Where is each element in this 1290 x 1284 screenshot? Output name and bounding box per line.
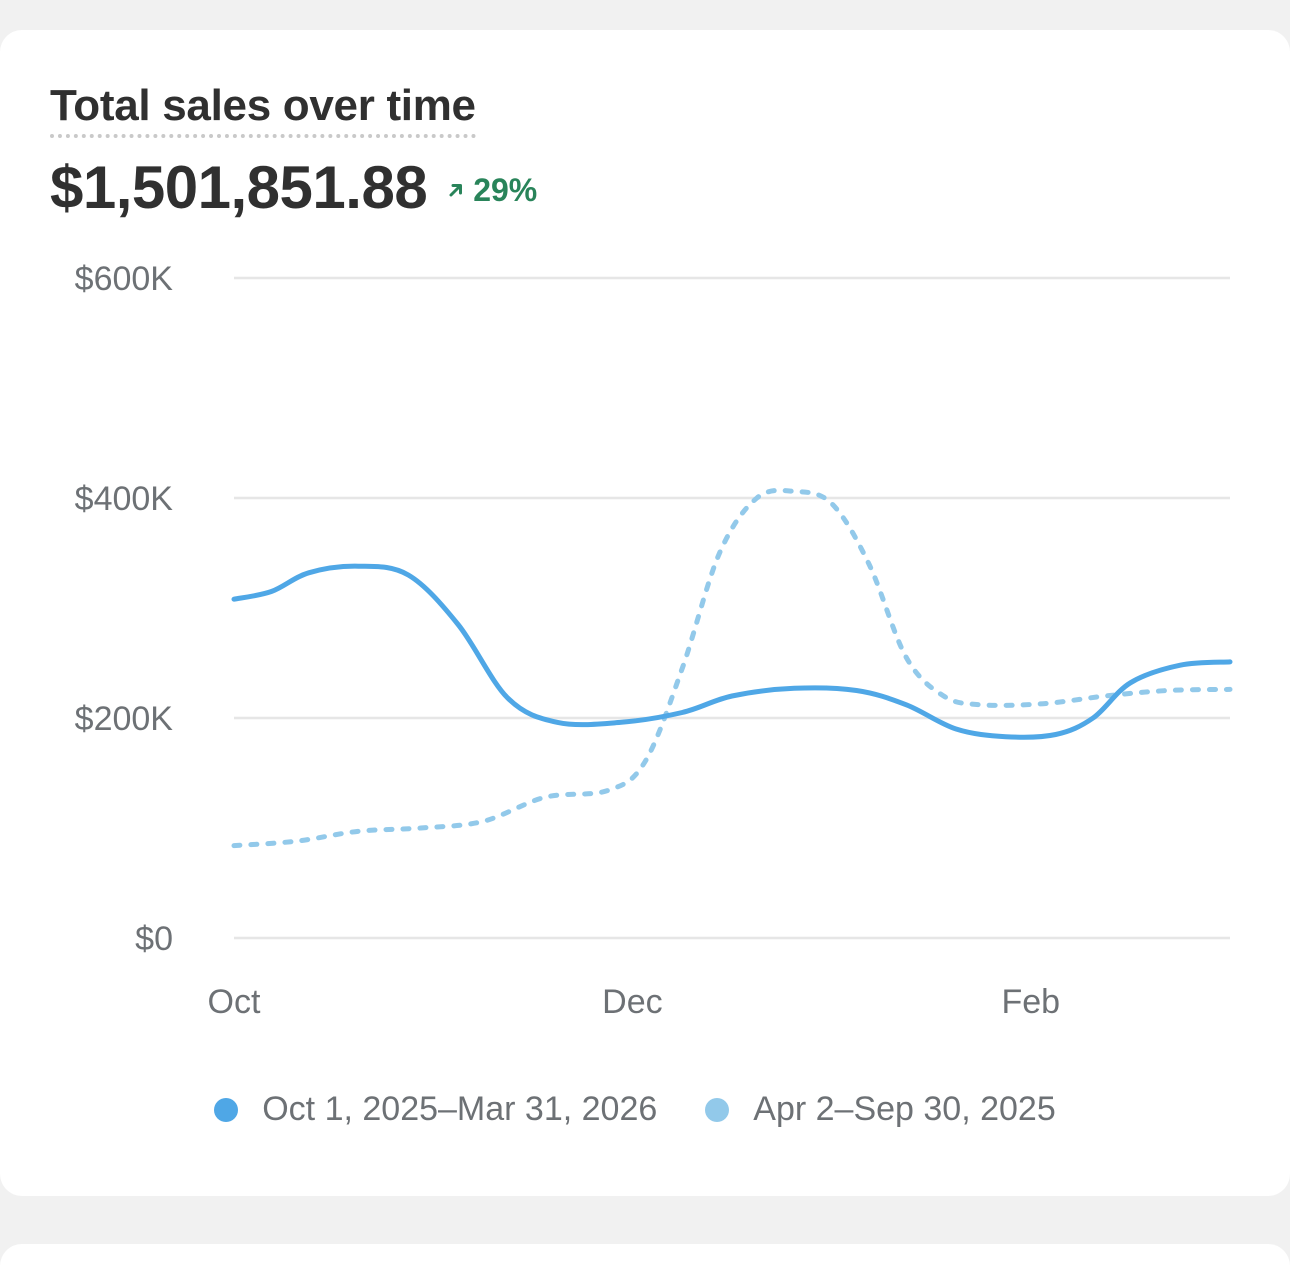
arrow-up-right-icon bbox=[449, 184, 463, 197]
line-chart: $0 $200K $400K $600K Oct Dec Feb bbox=[75, 260, 1233, 1021]
next-card bbox=[0, 1244, 1290, 1284]
metric-row: $1,501,851.88 29% bbox=[50, 156, 537, 220]
series-line-current bbox=[231, 563, 1233, 740]
legend-dot bbox=[705, 1097, 730, 1122]
x-tick-label: Dec bbox=[602, 983, 662, 1021]
y-tick-label: $200K bbox=[75, 700, 174, 738]
change-badge: 29% bbox=[447, 172, 537, 209]
chart-title[interactable]: Total sales over time bbox=[50, 84, 476, 138]
y-tick-label: $600K bbox=[75, 260, 174, 298]
chart-legend: Oct 1, 2025–Mar 31, 2026 Apr 2–Sep 30, 20… bbox=[0, 1090, 1270, 1129]
y-tick-label: $400K bbox=[75, 480, 174, 518]
x-tick-label: Feb bbox=[1002, 983, 1061, 1021]
series-line-previous bbox=[231, 487, 1233, 849]
legend-label: Oct 1, 2025–Mar 31, 2026 bbox=[262, 1090, 658, 1128]
y-tick-label: $0 bbox=[135, 920, 173, 958]
legend-label: Apr 2–Sep 30, 2025 bbox=[753, 1090, 1056, 1128]
change-percent: 29% bbox=[473, 171, 538, 208]
legend-item-current[interactable]: Oct 1, 2025–Mar 31, 2026 bbox=[214, 1090, 657, 1129]
x-tick-label: Oct bbox=[208, 983, 261, 1021]
legend-dot bbox=[214, 1097, 239, 1122]
legend-item-previous[interactable]: Apr 2–Sep 30, 2025 bbox=[705, 1090, 1056, 1129]
total-sales-value: $1,501,851.88 bbox=[50, 154, 428, 221]
sales-card bbox=[0, 30, 1290, 1196]
